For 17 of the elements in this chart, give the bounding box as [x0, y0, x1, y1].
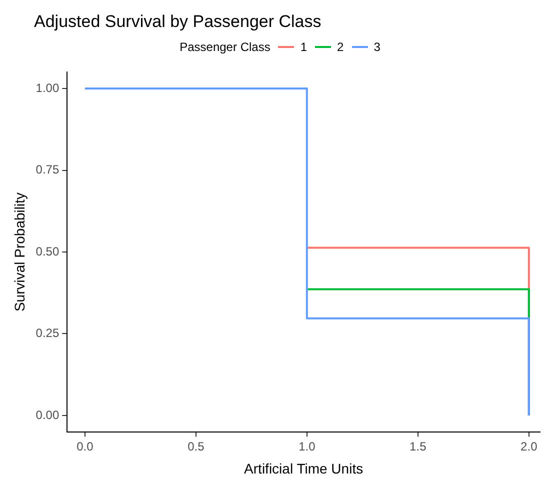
x-axis-title: Artificial Time Units [244, 460, 364, 476]
x-tick-label: 0.5 [188, 439, 205, 454]
x-tick-label: 2.0 [520, 439, 538, 454]
y-tick-label: 0.00 [36, 408, 60, 422]
legend-title: Passenger Class [180, 40, 270, 54]
x-tick-label: 1.0 [298, 439, 316, 454]
y-tick-label: 0.75 [36, 162, 60, 177]
y-tick-label: 0.50 [36, 244, 60, 258]
x-tick-label: 1.5 [410, 439, 427, 454]
x-tick-label: 0.0 [76, 439, 94, 454]
legend-label: 2 [337, 40, 344, 54]
legend-label: 1 [300, 40, 308, 54]
y-axis-title: Survival Probability [11, 192, 28, 312]
y-tick-label: 0.25 [36, 326, 60, 340]
y-tick-label: 1.00 [36, 80, 60, 95]
legend-label: 3 [374, 40, 380, 54]
chart-title: Adjusted Survival by Passenger Class [33, 11, 322, 32]
